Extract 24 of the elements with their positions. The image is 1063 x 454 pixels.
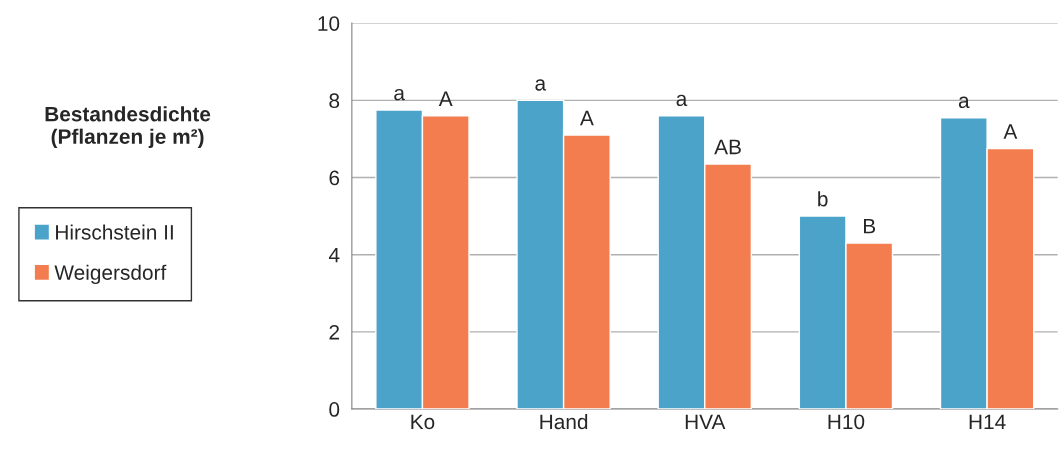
annotation: a <box>676 94 688 107</box>
legend-label: Hirschstein II <box>56 224 173 240</box>
annotation: A <box>438 91 453 106</box>
y-tick-label: 2 <box>329 324 339 340</box>
annotation: a <box>535 79 547 91</box>
y-tick-label: 0 <box>329 402 340 417</box>
y-tick-label: 10 <box>318 16 340 31</box>
x-tick-label: Ko <box>411 414 435 430</box>
x-tick-label: Hand <box>540 413 588 430</box>
annotation: a <box>958 96 970 109</box>
annotation: A <box>1003 124 1018 139</box>
legend-label: Weigersdorf <box>54 264 167 285</box>
x-tick-label: H10 <box>828 414 865 430</box>
annotation: AB <box>714 139 741 155</box>
x-tick-label: HVA <box>685 414 726 430</box>
y-tick-label: 6 <box>329 170 340 186</box>
x-tick-label: H14 <box>969 414 1006 430</box>
annotation: a <box>394 88 405 101</box>
annotation: A <box>579 110 594 126</box>
y-tick-label: 8 <box>329 93 340 109</box>
y-tick-label: 4 <box>328 247 340 263</box>
annotation: b <box>818 191 828 207</box>
text: Bestandesdichte (Pflanzen je m²) <box>45 106 211 149</box>
annotation: B <box>863 218 876 234</box>
